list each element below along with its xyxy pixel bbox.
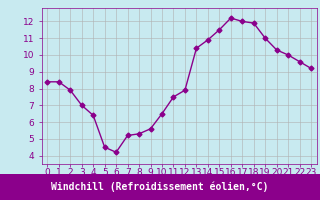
Text: Windchill (Refroidissement éolien,°C): Windchill (Refroidissement éolien,°C)	[51, 182, 269, 192]
